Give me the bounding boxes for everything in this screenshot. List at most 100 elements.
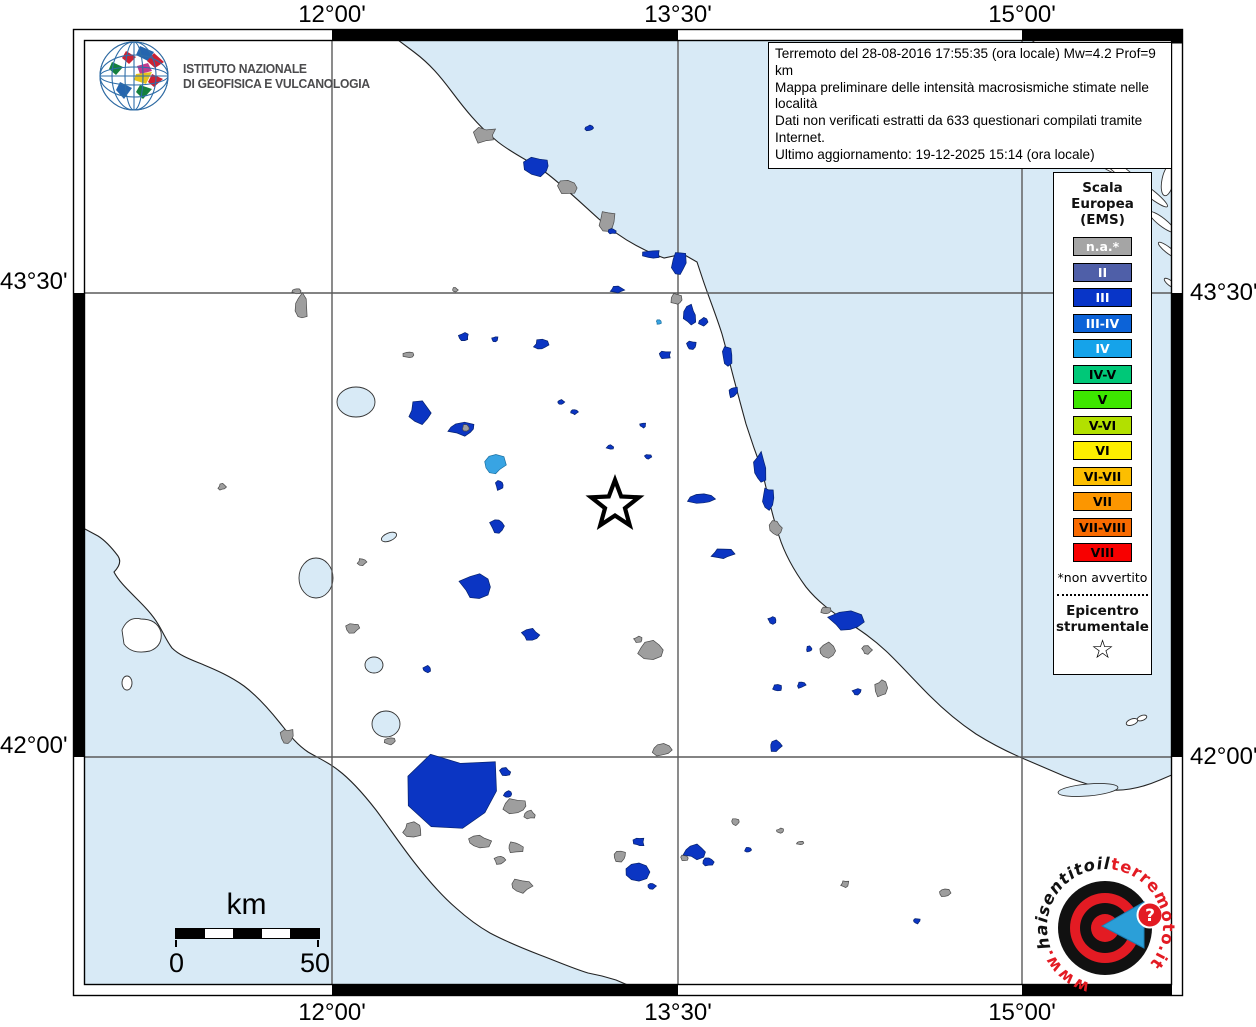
locality-blob [625, 862, 651, 882]
locality-blob [294, 292, 308, 319]
locality-blob [613, 850, 626, 863]
scale-tick-end [317, 940, 319, 947]
locality-blob [557, 180, 578, 194]
legend-swatch-iii: III [1073, 288, 1132, 307]
locality-blob [710, 548, 736, 559]
tremiti-islands [1125, 714, 1148, 726]
locality-blob [698, 316, 709, 327]
locality-blob [861, 645, 874, 655]
locality-blob [728, 386, 739, 399]
legend-swatch-vii: VII [1073, 492, 1132, 511]
locality-blob [702, 857, 715, 867]
locality-blob [422, 664, 431, 674]
scale-segment [261, 929, 291, 938]
legend-title-line2: Europea [1071, 196, 1134, 212]
legend-swatch-iv-v: IV-V [1073, 364, 1132, 384]
locality-blob [651, 743, 673, 757]
locality-blob [402, 351, 415, 359]
epicenter-star-icon: ☆ [1090, 635, 1115, 665]
question-mark: ? [1145, 906, 1155, 926]
locality-blob [291, 288, 302, 295]
scale-segment [176, 929, 205, 938]
locality-blob [762, 487, 775, 511]
axis-label-bottom: 12°00' [298, 999, 366, 1026]
lakes [298, 386, 1119, 797]
locality-blob [642, 250, 660, 259]
haisentito-logo: ? www.haisentitoilterremoto.it [1032, 854, 1177, 998]
locality-blob [607, 228, 617, 235]
locality-blob [722, 346, 733, 367]
earthquake-info-box: Terremoto del 28-08-2016 17:55:35 (ora l… [768, 42, 1172, 169]
locality-blob [279, 729, 294, 744]
locality-blob [472, 127, 497, 144]
locality-blob [489, 519, 505, 534]
locality-blob [523, 156, 549, 178]
info-line-update: Ultimo aggiornamento: 19-12-2025 15:14 (… [775, 146, 1095, 162]
legend-divider [1057, 594, 1148, 596]
locality-blob [795, 841, 805, 845]
locality-blob [797, 681, 807, 689]
legend-swatch-list: n.a.* II III III-IV IV IV-V V V-VI VI VI-VII VII VI… [1054, 237, 1151, 562]
scale-end-label: 50 [299, 948, 331, 978]
locality-blob [637, 640, 664, 660]
locality-blobs [217, 124, 952, 925]
locality-blob [345, 623, 361, 634]
legend-swatch-vi: VI [1073, 441, 1132, 460]
axis-label-top: 12°00' [298, 1, 366, 28]
locality-blob [770, 739, 783, 752]
locality-blob [731, 818, 740, 827]
locality-blob [827, 610, 865, 631]
locality-blob [511, 878, 534, 894]
locality-blob [686, 340, 697, 350]
locality-blob [840, 880, 850, 889]
legend-swatch-viii: VIII [1073, 543, 1132, 562]
question-badge: ? [1136, 901, 1164, 929]
locality-blob [523, 809, 536, 820]
locality-blob [913, 918, 921, 925]
locality-blob [408, 400, 432, 426]
locality-blob [217, 483, 228, 491]
locality-blob [643, 454, 653, 460]
locality-blob [491, 336, 499, 343]
legend-title-line1: Scala [1082, 180, 1123, 196]
legend-swatch-iv: IV [1073, 339, 1132, 358]
scale-unit-label: km [226, 888, 267, 921]
locality-blob [753, 450, 767, 483]
locality-blob [658, 350, 672, 359]
giglio-island [121, 675, 133, 691]
axis-label-top: 13°30' [644, 1, 712, 28]
ingv-logo: ISTITUTO NAZIONALE DI GEOFISICA E VULCAN… [96, 38, 384, 114]
legend-footnote: *non avvertito [1057, 570, 1148, 585]
ingv-name: ISTITUTO NAZIONALE DI GEOFISICA E VULCAN… [183, 61, 370, 92]
ems-legend: Scala Europea (EMS) n.a.* II III III-IV IV IV… [1053, 172, 1152, 675]
locality-blob [647, 883, 658, 890]
locality-blob [682, 303, 697, 326]
axis-label-left: 43°30' [0, 268, 68, 295]
scale-segment [233, 929, 262, 938]
locality-blob [570, 409, 579, 416]
locality-blob [639, 422, 646, 429]
locality-blob [682, 843, 706, 861]
locality-blob [457, 332, 469, 341]
locality-blob [484, 454, 507, 475]
ingv-name-line1: ISTITUTO NAZIONALE [183, 60, 307, 76]
locality-blob [609, 285, 626, 294]
info-line-event: Terremoto del 28-08-2016 17:55:35 (ora l… [775, 46, 1156, 78]
locality-blob [772, 684, 782, 692]
legend-epicenter-line1: Epicentro [1066, 603, 1139, 619]
tyrrhenian-sea [84, 528, 628, 985]
scale-segment [290, 929, 319, 938]
locality-blob [468, 834, 493, 849]
locality-blob [820, 606, 832, 615]
ingv-name-line2: DI GEOFISICA E VULCANOLOGIA [183, 76, 370, 91]
locality-blob [452, 287, 459, 293]
scale-segment [204, 929, 234, 938]
legend-swatch-v: V [1073, 390, 1132, 409]
locality-blob [744, 847, 753, 853]
locality-blob [383, 737, 396, 746]
scale-bar-labels: 0 50 [165, 948, 345, 978]
axis-label-left: 42°00' [0, 732, 68, 759]
epicenter-star [585, 474, 645, 531]
